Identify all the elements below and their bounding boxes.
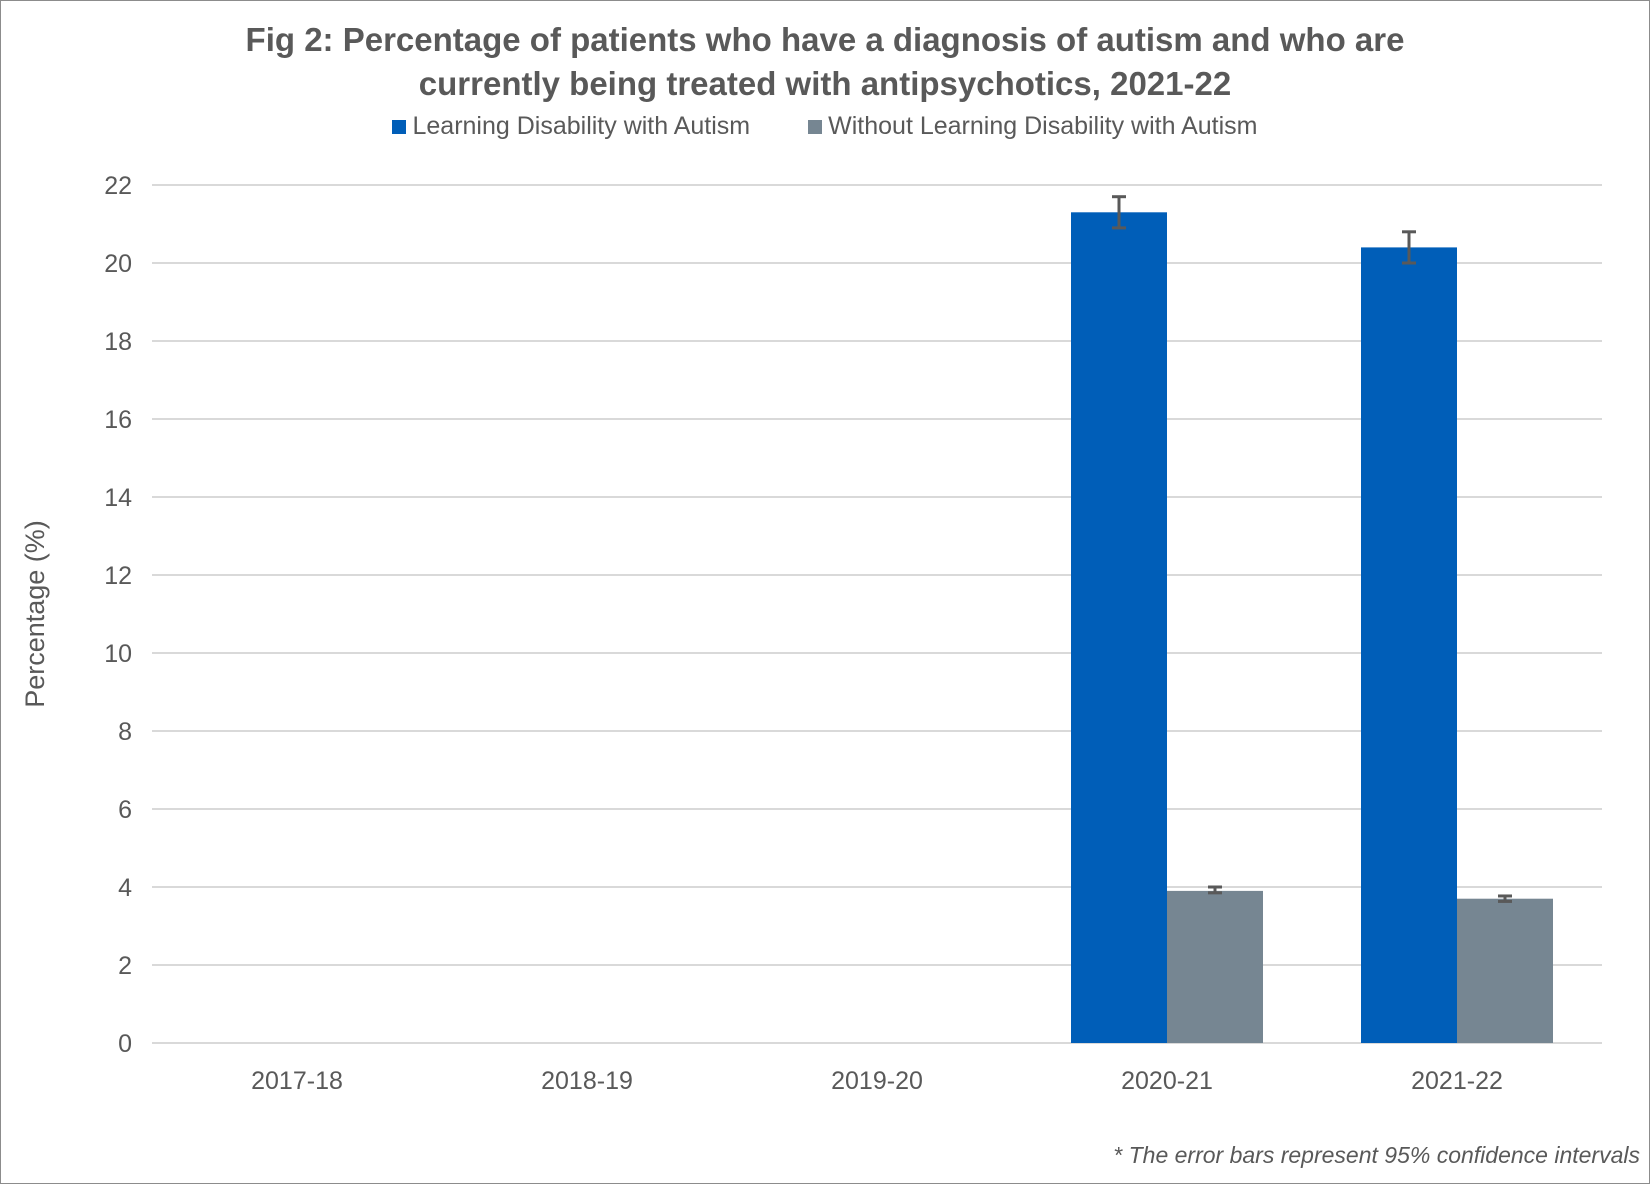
- legend-swatch-learning-disability: [392, 119, 407, 134]
- x-tick-label-2020-21: 2020-21: [1121, 1067, 1213, 1095]
- bar-without-learning-disability-2020-21: [1167, 890, 1263, 1043]
- legend-label-learning-disability: Learning Disability with Autism: [412, 112, 751, 140]
- error-bar-without-learning-disability-2020-21: [1208, 885, 1222, 895]
- x-tick-label-2021-22: 2021-22: [1411, 1067, 1503, 1095]
- y-tick-label-2: 2: [118, 952, 132, 980]
- legend-item-learning-disability: Learning Disability with Autism: [392, 112, 750, 141]
- chart-title: Fig 2: Percentage of patients who have a…: [0, 18, 1650, 106]
- x-tick-label-2018-19: 2018-19: [541, 1067, 633, 1095]
- y-tick-label-14: 14: [104, 484, 132, 512]
- y-tick-label-22: 22: [104, 172, 132, 200]
- error-bar-learning-disability-2020-21: [1112, 195, 1126, 230]
- legend-item-without-learning-disability: Without Learning Disability with Autism: [808, 112, 1258, 141]
- y-tick-label-18: 18: [104, 328, 132, 356]
- y-tick-label-10: 10: [104, 640, 132, 668]
- y-tick-label-0: 0: [118, 1030, 132, 1058]
- error-bar-without-learning-disability-2021-22: [1498, 894, 1512, 903]
- y-tick-label-8: 8: [118, 718, 132, 746]
- y-tick-label-20: 20: [104, 250, 132, 278]
- y-tick-label-12: 12: [104, 562, 132, 590]
- y-tick-label-4: 4: [118, 874, 132, 902]
- x-tick-label-2019-20: 2019-20: [831, 1067, 923, 1095]
- bar-without-learning-disability-2021-22: [1457, 898, 1553, 1043]
- chart-footnote: * The error bars represent 95% confidenc…: [1113, 1142, 1640, 1168]
- legend-swatch-without-learning-disability: [808, 119, 823, 134]
- chart-legend: Learning Disability with Autism Without …: [0, 112, 1650, 141]
- bar-learning-disability-2020-21: [1071, 212, 1167, 1044]
- bar-learning-disability-2021-22: [1361, 247, 1457, 1043]
- legend-label-without-learning-disability: Without Learning Disability with Autism: [828, 112, 1258, 140]
- chart-title-line-1: Fig 2: Percentage of patients who have a…: [245, 21, 1405, 58]
- chart-title-line-2: currently being treated with antipsychot…: [418, 65, 1232, 102]
- y-tick-label-16: 16: [104, 406, 132, 434]
- y-tick-label-6: 6: [118, 796, 132, 824]
- error-bar-learning-disability-2021-22: [1402, 230, 1416, 265]
- x-tick-label-2017-18: 2017-18: [251, 1067, 343, 1095]
- y-axis-label: Percentage (%): [20, 520, 50, 708]
